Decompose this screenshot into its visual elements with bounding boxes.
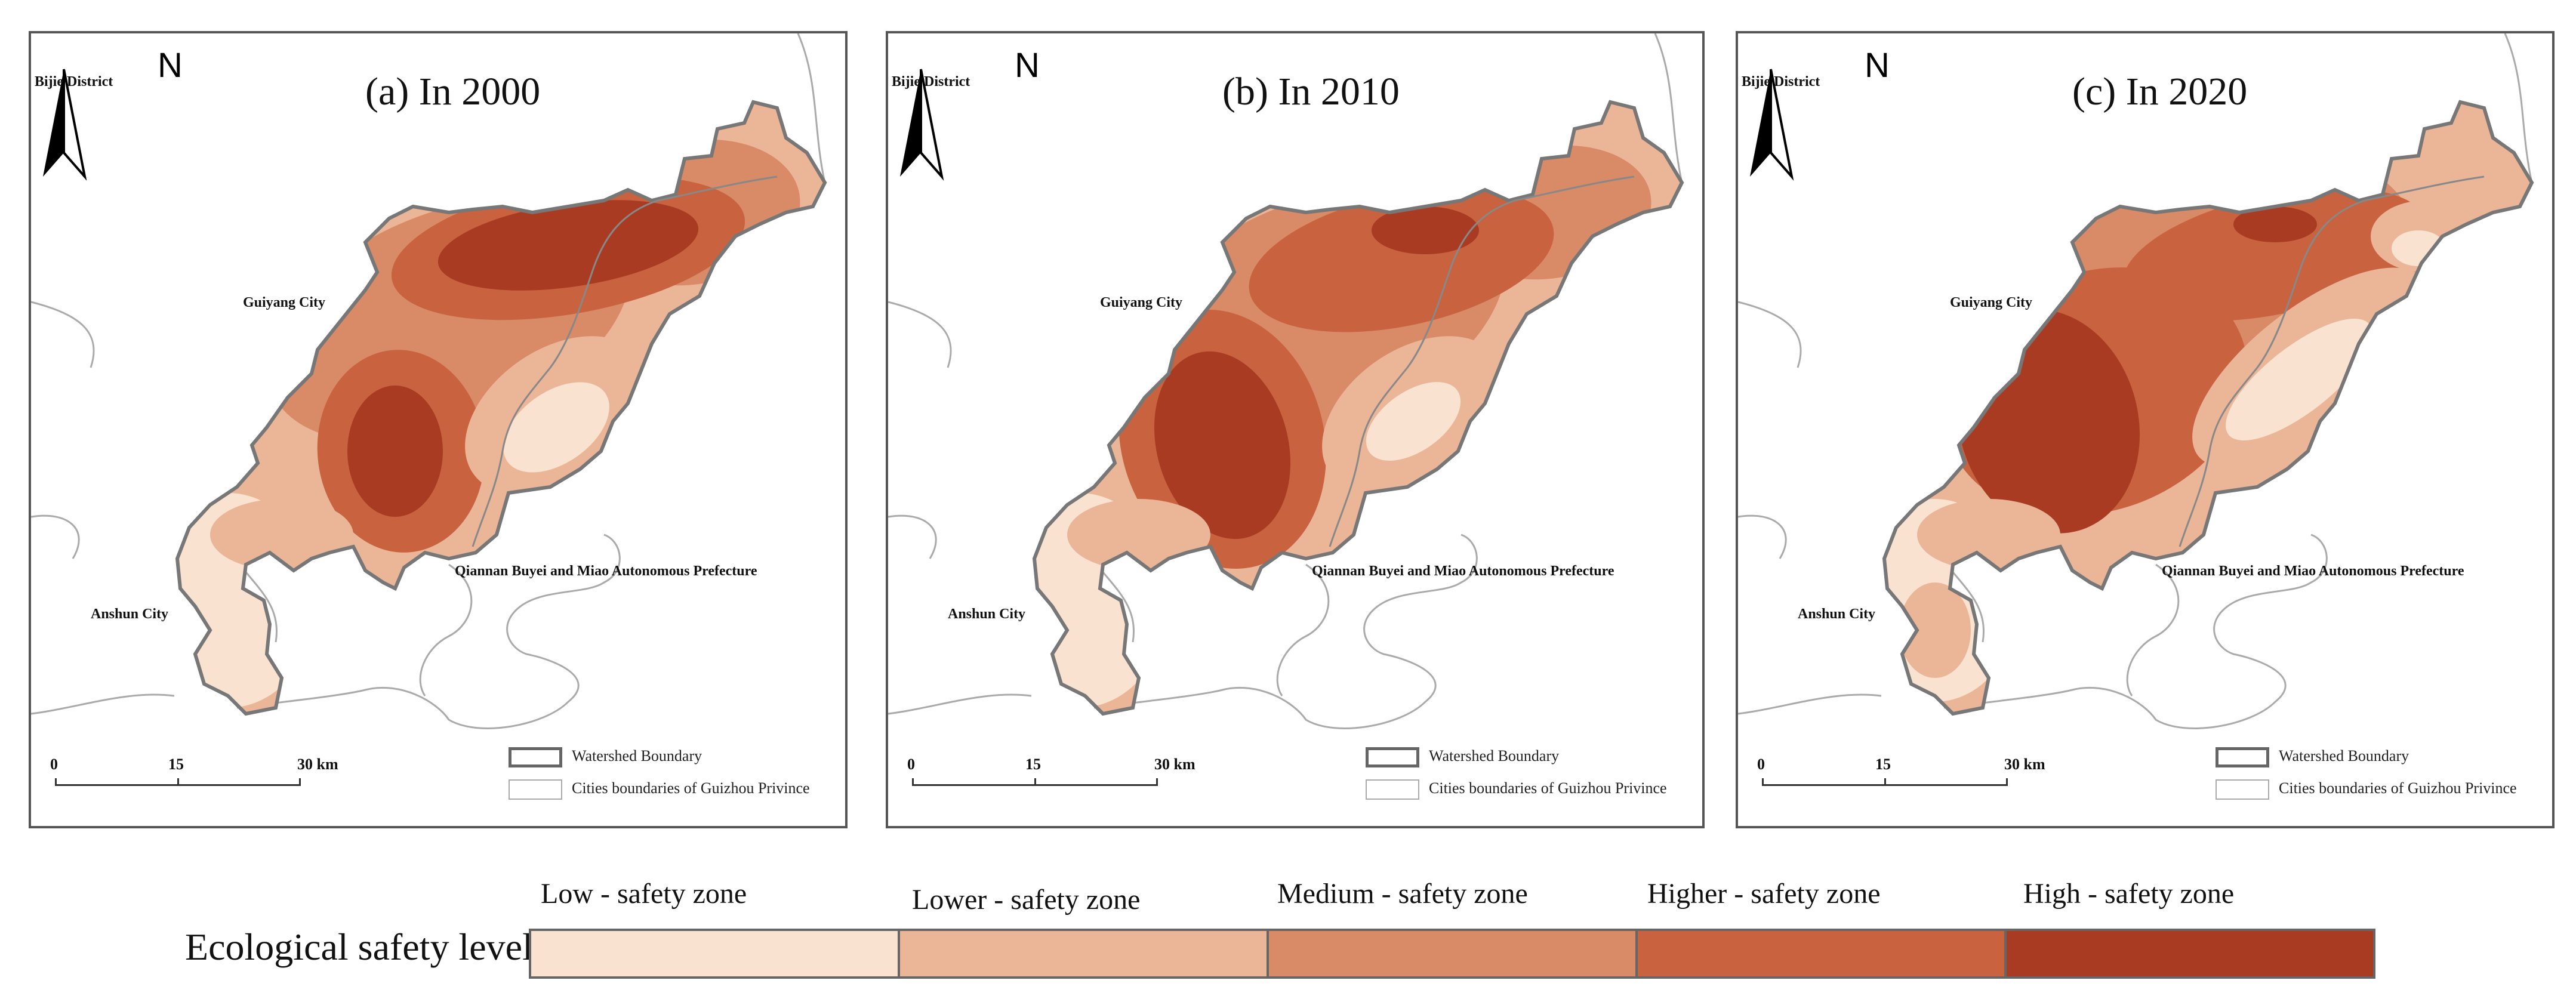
label-bijie: Bijie District [1742,74,1820,90]
north-arrow-icon [900,69,944,181]
city-boundary-line [1654,33,1683,183]
panel-title: (c) In 2020 [2072,70,2248,113]
level-swatch [529,929,900,979]
label-anshun: Anshun City [948,606,1026,622]
level-swatch [898,929,1269,979]
legend-watershed: Watershed Boundary [1366,747,1559,768]
level-swatch [1635,929,2007,979]
label-qiannan: Qiannan Buyei and Miao Autonomous Prefec… [2162,563,2464,579]
north-label: N [1865,46,1890,85]
level-label: Higher - safety zone [1647,878,1881,910]
safety-zones [177,102,825,714]
city-boundary-line [419,563,473,696]
city-boundary-line [2126,563,2180,696]
map-panel-2020: (c) In 2020 N Bijie District Guiyang Cit… [1736,31,2555,828]
label-bijie: Bijie District [892,74,970,90]
inner-boundary-line [472,175,778,547]
map-canvas [31,33,827,729]
scale-bar: 0 15 30 km [50,756,353,791]
level-swatch [2004,929,2375,979]
level-label: High - safety zone [2023,878,2235,910]
panel-title: (a) In 2000 [365,70,541,113]
safety-zone-patch [1899,582,1971,678]
label-guiyang: Guiyang City [1950,295,2033,310]
safety-zone-patch [2233,206,2317,242]
watershed-boundary [175,100,827,716]
safety-zones [1034,102,1682,714]
city-boundary-line [31,693,175,715]
scale-bar: 0 15 30 km [1757,756,2060,791]
label-guiyang: Guiyang City [243,295,326,310]
safety-zone-patch [1154,351,1291,540]
legend-cities: Cities boundaries of Guizhou Privince [1366,779,1667,800]
legend-cities: Cities boundaries of Guizhou Privince [509,779,810,800]
city-boundary-line [2504,33,2533,183]
city-boundary-line [1738,693,1882,715]
north-label: N [158,46,183,85]
safety-zones [1884,102,2532,714]
watershed-boundary [1032,100,1684,716]
label-anshun: Anshun City [91,606,169,622]
city-boundary-line [1276,563,1330,696]
legend-title: Ecological safety level [185,926,533,968]
scale-tick: 15 [168,756,184,773]
scale-tick: 15 [1875,756,1891,773]
city-boundary-line [31,514,80,559]
safety-zone-patch [1372,206,1479,254]
safety-zone-patch [2226,318,2372,441]
city-boundary-line [1093,534,1478,729]
city-boundary-line [1738,514,1787,559]
city-boundary-line [797,33,826,183]
city-boundary-line [1738,301,1802,368]
safety-zone-patch [1067,499,1210,571]
scale-tick: 15 [1025,756,1041,773]
scale-tick: 0 [1757,756,1765,773]
city-boundary-line [888,514,937,559]
label-qiannan: Qiannan Buyei and Miao Autonomous Prefec… [1312,563,1614,579]
panel-title: (b) In 2010 [1222,70,1400,113]
level-swatch [1267,929,1638,979]
city-boundary-line [236,534,621,729]
map-panel-2000: (a) In 2000 N Bijie District Guiyang Cit… [29,31,848,828]
watershed-boundary [1882,100,2534,716]
north-arrow-icon [43,69,87,181]
level-label: Medium - safety zone [1277,878,1528,910]
city-boundary-line [1943,534,2328,729]
north-arrow-icon [1750,69,1794,181]
safety-zone-patch [503,382,609,473]
inner-boundary-line [2178,175,2485,547]
safety-zone-patch [347,386,443,517]
safety-zone-patch [210,499,353,571]
scale-tick: 30 km [1154,756,1195,773]
map-panel-2010: (b) In 2010 N Bijie District Guiyang Cit… [886,31,1705,828]
scale-tick: 30 km [297,756,338,773]
city-boundary-line [888,693,1032,715]
safety-zone-patch [1366,382,1461,461]
label-bijie: Bijie District [35,74,113,90]
inner-boundary-line [1329,175,1635,547]
scale-tick: 0 [50,756,58,773]
city-boundary-line [31,301,95,368]
safety-zone-patch [1249,188,1554,332]
safety-level-legend: Ecological safety level Low - safety zon… [0,877,2576,1003]
level-label: Lower - safety zone [912,884,1141,915]
legend-cities: Cities boundaries of Guizhou Privince [2216,779,2517,800]
label-anshun: Anshun City [1798,606,1876,622]
city-boundary-line [888,301,952,368]
safety-zone-patch [1917,499,2060,571]
label-guiyang: Guiyang City [1100,295,1183,310]
level-label: Low - safety zone [541,878,747,910]
scale-tick: 30 km [2004,756,2045,773]
map-canvas [1738,33,2534,729]
legend-watershed: Watershed Boundary [2216,747,2409,768]
map-canvas [888,33,1684,729]
safety-zone-patch [437,200,699,291]
scale-tick: 0 [907,756,915,773]
north-label: N [1015,46,1040,85]
scale-bar: 0 15 30 km [907,756,1210,791]
label-qiannan: Qiannan Buyei and Miao Autonomous Prefec… [455,563,757,579]
safety-zone-patch [2430,159,2514,218]
legend-watershed: Watershed Boundary [509,747,702,768]
safety-zone-patch [2392,230,2445,266]
